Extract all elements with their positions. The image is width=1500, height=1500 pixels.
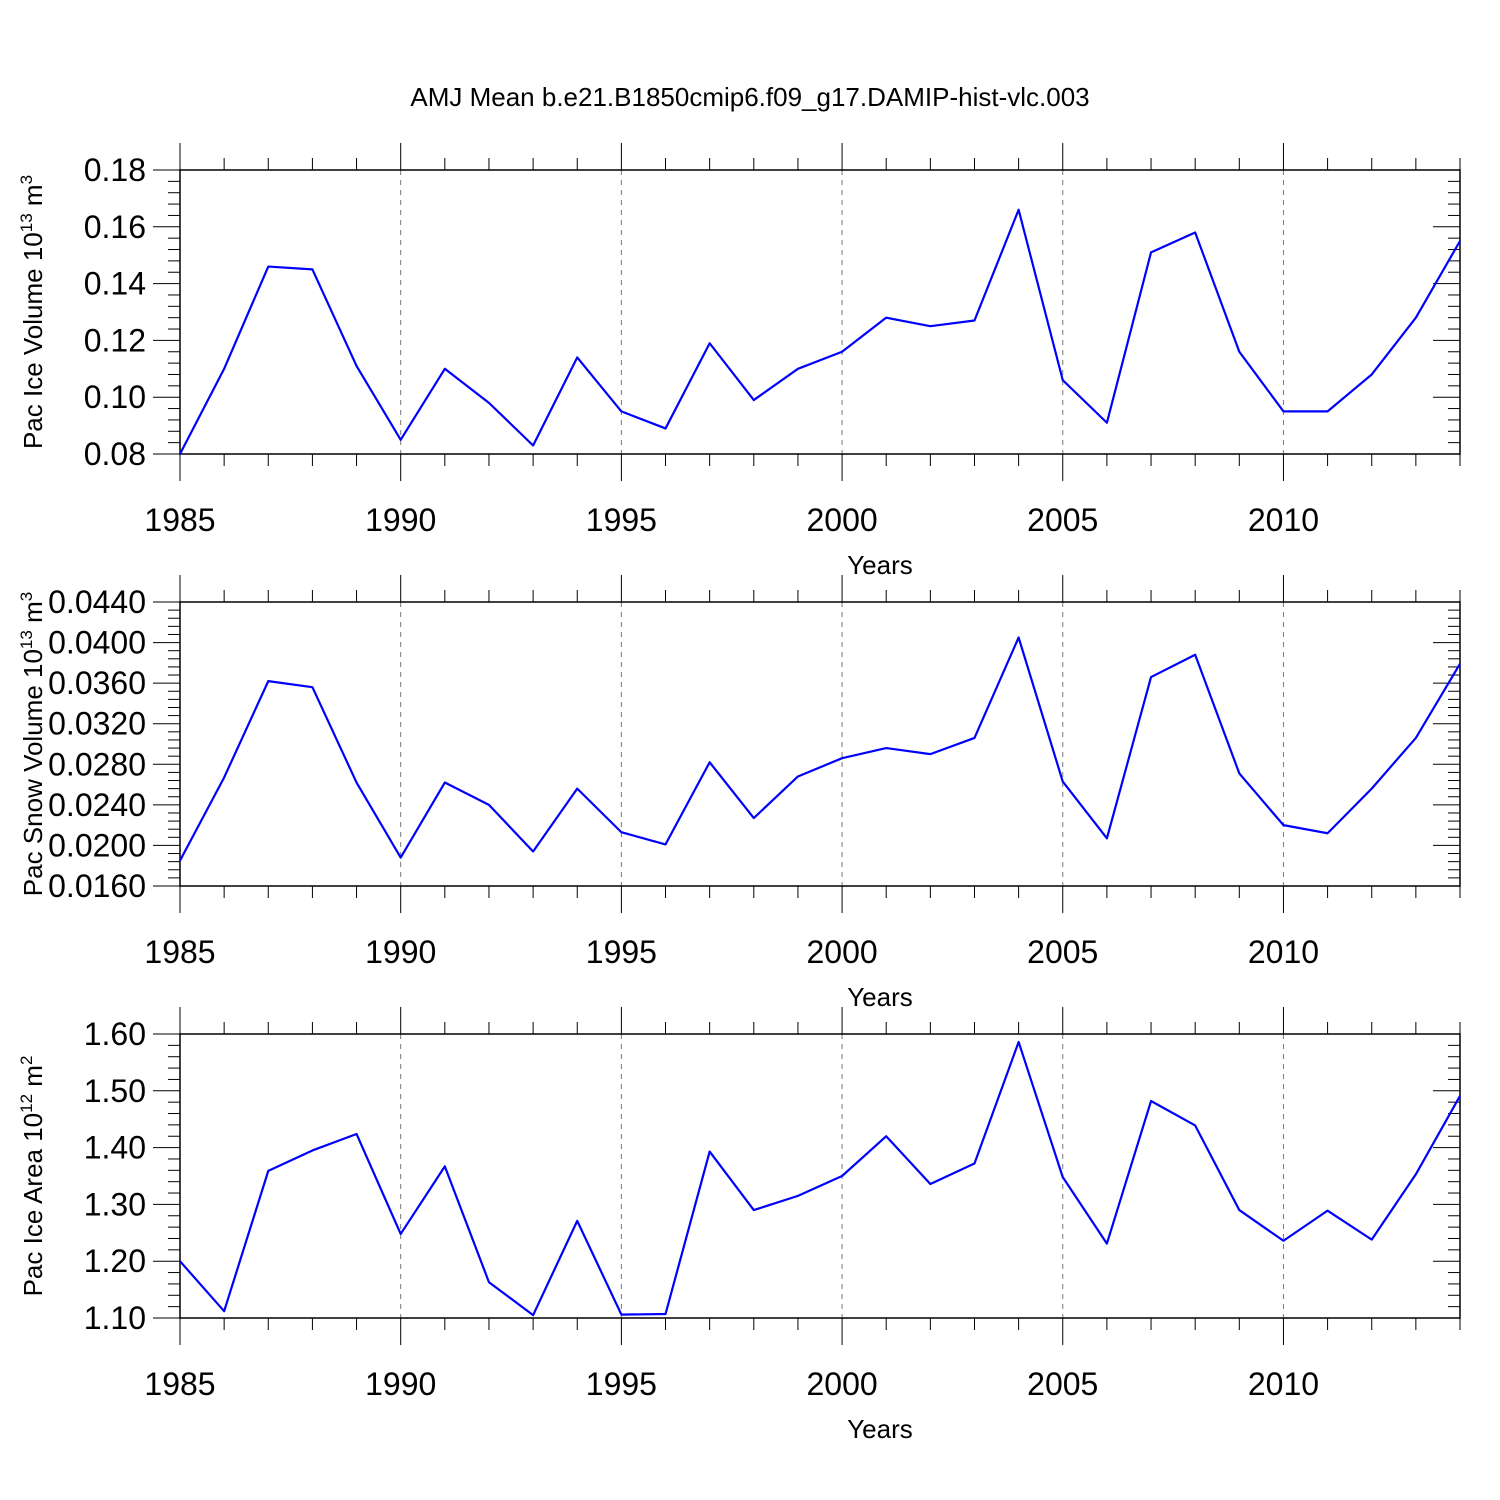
y-tick-label: 1.20 (84, 1243, 146, 1279)
y-tick-label: 0.18 (84, 152, 146, 188)
x-axis-title: Years (847, 982, 913, 1012)
y-axis-title: Pac Ice Volume 1013 m3 (17, 175, 48, 449)
y-tick-label: 1.60 (84, 1016, 146, 1052)
x-tick-label: 2010 (1248, 1366, 1319, 1402)
y-axis-title: Pac Snow Volume 1013 m3 (17, 592, 48, 896)
y-tick-label: 1.50 (84, 1073, 146, 1109)
y-tick-label: 1.30 (84, 1186, 146, 1222)
x-tick-label: 2000 (806, 934, 877, 970)
chart-title: AMJ Mean b.e21.B1850cmip6.f09_g17.DAMIP-… (410, 82, 1089, 112)
x-tick-label: 1985 (144, 502, 215, 538)
x-tick-label: 1995 (586, 934, 657, 970)
y-tick-label: 0.0240 (48, 787, 146, 823)
x-axis-title: Years (847, 1414, 913, 1444)
x-tick-label: 2000 (806, 1366, 877, 1402)
x-tick-label: 2005 (1027, 1366, 1098, 1402)
x-tick-label: 2005 (1027, 934, 1098, 970)
panel-snow-volume: 1985 1990 1995 2000 2005 2010 Years 0.0160 0.020… (17, 575, 1461, 1012)
y-tick-label: 1.40 (84, 1130, 146, 1166)
y-tick-label: 0.0280 (48, 746, 146, 782)
y-tick-label: 0.0160 (48, 868, 146, 904)
y-axis-title: Pac Ice Area 1012 m2 (17, 1056, 48, 1297)
y-tick-label: 0.16 (84, 209, 146, 245)
x-tick-label: 1985 (144, 1366, 215, 1402)
panel-ice-area: 1985 1990 1995 2000 2005 2010 Years 1.10 1.20 1.3… (17, 1007, 1461, 1444)
y-tick-label: 0.0200 (48, 827, 146, 863)
series-line-snow-volume (179, 636, 1461, 862)
y-tick-label: 0.10 (84, 379, 146, 415)
y-tick-label: 0.14 (84, 266, 146, 302)
x-tick-label: 2000 (806, 502, 877, 538)
y-tick-label: 0.0320 (48, 706, 146, 742)
plot-frame (179, 169, 1461, 455)
x-axis-title: Years (847, 550, 913, 580)
series-line-ice-area (179, 1040, 1461, 1317)
x-tick-label: 2005 (1027, 502, 1098, 538)
y-tick-label: 0.08 (84, 436, 146, 472)
x-tick-label: 1995 (586, 1366, 657, 1402)
y-tick-label: 1.10 (84, 1300, 146, 1336)
x-tick-label: 1985 (144, 934, 215, 970)
y-tick-label: 0.0360 (48, 665, 146, 701)
x-tick-label: 1990 (365, 502, 436, 538)
plot-frame (179, 1033, 1461, 1319)
y-tick-label: 0.0440 (48, 584, 146, 620)
x-tick-label: 2010 (1248, 934, 1319, 970)
y-tick-label: 0.0400 (48, 625, 146, 661)
x-tick-label: 1995 (586, 502, 657, 538)
panel-ice-volume: 1985 1990 1995 2000 2005 2010 Years 0.08 0.10 0.1… (17, 143, 1461, 580)
x-tick-label: 1990 (365, 1366, 436, 1402)
y-tick-label: 0.12 (84, 322, 146, 358)
x-tick-label: 1990 (365, 934, 436, 970)
x-tick-label: 2010 (1248, 502, 1319, 538)
plot-frame (179, 601, 1461, 887)
series-line-ice-volume (179, 208, 1461, 455)
